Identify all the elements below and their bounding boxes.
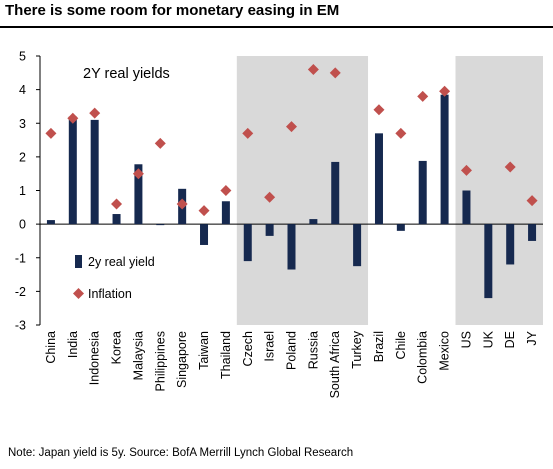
inflation-marker-us xyxy=(460,164,472,176)
inflation-marker-israel xyxy=(264,191,276,203)
bar-us xyxy=(462,190,471,225)
x-category-label: Singapore xyxy=(175,331,189,388)
bar-de xyxy=(506,224,515,265)
y-tick-label: -2 xyxy=(15,285,26,299)
x-category-label: Colombia xyxy=(416,331,430,384)
inflation-marker-russia xyxy=(307,63,319,75)
bar-philippines xyxy=(156,224,165,226)
inflation-marker-de xyxy=(504,161,516,173)
bar-jy xyxy=(528,224,537,241)
title-divider xyxy=(0,26,553,28)
bar-mexico xyxy=(440,94,449,225)
x-category-label: US xyxy=(459,331,473,348)
shaded-region-1 xyxy=(236,56,369,325)
x-category-label: UK xyxy=(481,330,495,348)
bar-uk xyxy=(484,224,493,299)
y-tick-label: 1 xyxy=(19,184,26,198)
inflation-marker-philippines xyxy=(154,137,166,149)
bar-poland xyxy=(287,224,296,270)
x-category-label: Russia xyxy=(306,331,320,369)
bar-india xyxy=(68,116,77,225)
inflation-marker-south-africa xyxy=(329,67,341,79)
inflation-marker-chile xyxy=(395,127,407,139)
y-tick-label: 4 xyxy=(19,83,26,97)
inflation-marker-mexico xyxy=(439,85,451,97)
inflation-marker-malaysia xyxy=(132,168,144,180)
inflation-marker-china xyxy=(45,127,57,139)
x-category-label: Malaysia xyxy=(131,331,145,380)
inflation-marker-jy xyxy=(526,195,538,207)
inflation-marker-poland xyxy=(286,121,297,133)
legend-diamond-swatch xyxy=(73,288,84,299)
x-category-label: Turkey xyxy=(350,330,364,368)
source-note: Note: Japan yield is 5y. Source: BofA Me… xyxy=(8,447,354,459)
x-category-label: China xyxy=(44,331,58,364)
y-tick-label: 2 xyxy=(19,150,26,164)
inflation-marker-korea xyxy=(111,198,123,210)
bar-china xyxy=(46,220,55,225)
y-tick-label: 3 xyxy=(19,117,26,131)
x-category-label: DE xyxy=(503,331,517,348)
x-category-label: Chile xyxy=(394,331,408,360)
bar-czech xyxy=(243,224,252,262)
y-tick-label: -1 xyxy=(15,251,26,265)
x-category-label: Taiwan xyxy=(197,331,211,370)
inflation-marker-thailand xyxy=(220,185,232,196)
bar-thailand xyxy=(221,201,230,225)
inflation-marker-india xyxy=(67,112,79,124)
inflation-marker-brazil xyxy=(373,104,385,116)
chart-title: There is some room for monetary easing i… xyxy=(5,2,340,19)
inflation-marker-czech xyxy=(242,127,254,139)
bar-turkey xyxy=(353,224,362,267)
bar-south-africa xyxy=(331,161,340,225)
chart-annotation: 2Y real yields xyxy=(83,66,170,82)
x-category-label: South Africa xyxy=(328,331,342,398)
y-tick-label: 0 xyxy=(19,218,26,232)
x-category-label: Thailand xyxy=(219,331,233,379)
x-category-label: Brazil xyxy=(372,331,386,362)
x-category-label: Israel xyxy=(263,331,277,362)
legend-label-real-yield: 2y real yield xyxy=(88,255,155,269)
bar-malaysia xyxy=(134,164,143,225)
x-category-label: India xyxy=(66,331,80,358)
bar-israel xyxy=(265,224,274,236)
x-category-label: Korea xyxy=(110,331,124,364)
y-tick-label: -3 xyxy=(15,319,26,333)
bar-korea xyxy=(112,214,121,225)
x-category-label: Czech xyxy=(241,331,255,366)
inflation-marker-singapore xyxy=(176,198,188,210)
bar-brazil xyxy=(374,133,383,225)
x-category-label: Mexico xyxy=(438,331,452,371)
inflation-marker-colombia xyxy=(417,90,429,102)
bar-indonesia xyxy=(90,119,99,225)
bar-taiwan xyxy=(200,224,209,245)
bar-colombia xyxy=(418,160,427,225)
inflation-marker-indonesia xyxy=(89,107,101,119)
legend-bar-swatch xyxy=(75,255,82,268)
legend-label-inflation: Inflation xyxy=(88,287,132,301)
x-category-label: JY xyxy=(525,330,539,345)
x-category-label: Poland xyxy=(285,331,299,370)
x-category-label: Indonesia xyxy=(88,331,102,385)
x-category-label: Philippines xyxy=(153,331,167,391)
bar-russia xyxy=(309,219,318,225)
bar-chile xyxy=(396,224,405,231)
y-tick-label: 5 xyxy=(19,50,26,64)
inflation-marker-taiwan xyxy=(198,205,210,217)
